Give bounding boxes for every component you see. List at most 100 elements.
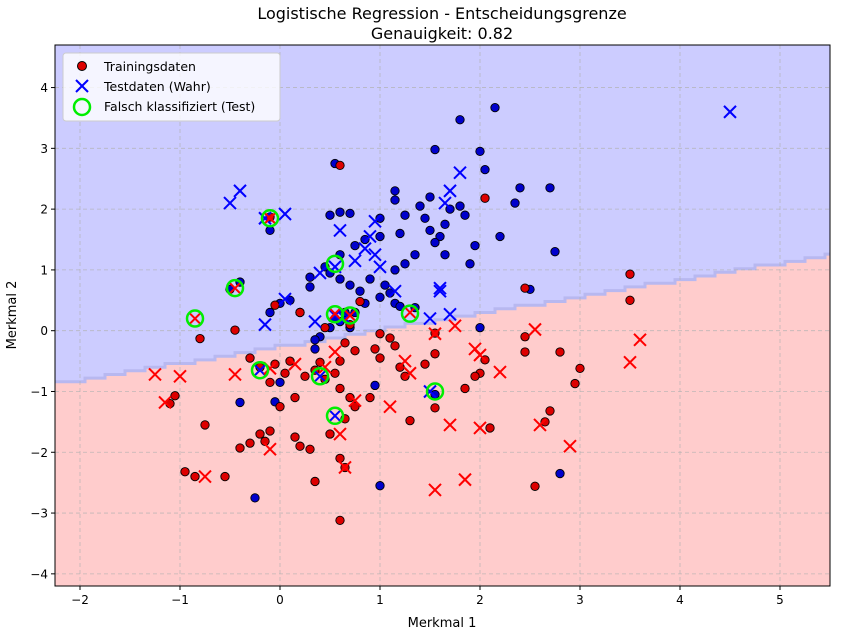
training-point <box>305 272 315 282</box>
test-point <box>308 314 322 329</box>
legend-label-training: Trainingsdaten <box>103 59 196 74</box>
training-point <box>245 438 255 448</box>
test-point-stroke <box>263 211 277 225</box>
test-point-stroke <box>348 254 362 268</box>
misclassified-marker <box>225 278 245 298</box>
training-point <box>375 353 385 363</box>
test-point-stroke <box>368 214 382 228</box>
training-point <box>385 333 395 343</box>
test-point-stroke <box>563 439 577 453</box>
test-point <box>633 333 647 347</box>
grid <box>55 45 830 586</box>
training-point <box>365 392 375 403</box>
test-point-stroke <box>428 327 442 341</box>
training-point <box>330 368 340 378</box>
test-point <box>188 311 202 326</box>
training-point <box>305 444 315 454</box>
misclassified-marker <box>400 304 420 323</box>
test-point-stroke <box>438 196 452 210</box>
test-point <box>328 409 342 423</box>
training-point <box>430 237 440 248</box>
legend-marker-misclassified <box>72 97 92 117</box>
y-axis-ticks: −4 −3 −2 −1 0 1 2 3 4 <box>30 81 55 581</box>
training-point <box>355 286 365 296</box>
test-point <box>383 399 397 414</box>
test-point <box>443 307 457 321</box>
training-point <box>440 250 450 260</box>
x-tick-label: −1 <box>171 593 189 607</box>
test-point-stroke <box>388 284 402 298</box>
training-point <box>460 383 470 394</box>
training-point <box>290 392 300 403</box>
misclassified-marker <box>250 360 270 380</box>
training-point <box>335 515 345 526</box>
test-point <box>263 211 277 225</box>
misclassified-marker <box>310 367 330 386</box>
y-axis-label: Merkmal 2 <box>5 281 20 350</box>
test-point-stroke <box>433 284 447 298</box>
test-point <box>313 369 327 383</box>
training-point <box>470 371 480 381</box>
training-point <box>375 481 385 491</box>
training-point <box>425 192 435 202</box>
training-point <box>390 186 400 196</box>
test-point <box>358 241 372 256</box>
test-point-stroke <box>348 393 362 408</box>
training-point <box>350 346 360 356</box>
test-point <box>428 483 442 497</box>
test-point <box>258 317 272 332</box>
training-point <box>305 282 315 292</box>
training-point <box>460 210 470 220</box>
legend-label-test: Testdaten (Wahr) <box>103 79 211 94</box>
training-point <box>295 441 305 451</box>
training-point <box>325 429 335 439</box>
test-point-stroke <box>148 367 162 382</box>
training-point <box>170 391 180 401</box>
test-point <box>458 472 472 487</box>
test-point-stroke <box>448 319 462 333</box>
training-point <box>470 240 480 251</box>
training-point <box>235 397 245 408</box>
training-point <box>265 377 275 388</box>
test-point-stroke <box>228 367 242 382</box>
test-point-stroke <box>443 418 457 432</box>
y-tick-label: 0 <box>40 324 48 338</box>
training-point <box>490 102 500 113</box>
training-point <box>335 207 345 217</box>
y-tick-label: 1 <box>40 263 48 277</box>
training-point <box>325 210 335 220</box>
test-point <box>443 418 457 432</box>
training-point <box>485 423 495 433</box>
misclassified-points <box>185 208 445 426</box>
training-point <box>180 467 190 477</box>
training-point <box>200 420 210 430</box>
training-point <box>475 323 485 333</box>
x-tick-label: 0 <box>276 593 284 607</box>
training-point <box>515 183 525 193</box>
training-point <box>335 383 345 394</box>
training-point <box>380 280 390 290</box>
test-point-stroke <box>458 472 472 487</box>
test-point <box>448 319 462 333</box>
training-point <box>190 471 200 482</box>
test-point-stroke <box>233 184 247 198</box>
training-point <box>555 468 565 479</box>
training-point <box>550 247 560 257</box>
test-point <box>563 439 577 453</box>
training-point <box>440 219 450 229</box>
training-point <box>400 259 410 269</box>
test-point <box>328 345 342 359</box>
test-point-stroke <box>328 308 342 323</box>
training-point <box>510 198 520 208</box>
training-point <box>425 225 435 236</box>
training-point <box>320 323 330 333</box>
training-point <box>405 416 415 426</box>
test-point-stroke <box>313 266 327 280</box>
test-point <box>443 184 457 198</box>
training-point <box>495 231 505 242</box>
test-point-stroke <box>443 184 457 198</box>
test-point-stroke <box>288 357 302 371</box>
training-point <box>415 201 425 211</box>
training-point <box>625 295 635 305</box>
test-point <box>428 327 442 341</box>
